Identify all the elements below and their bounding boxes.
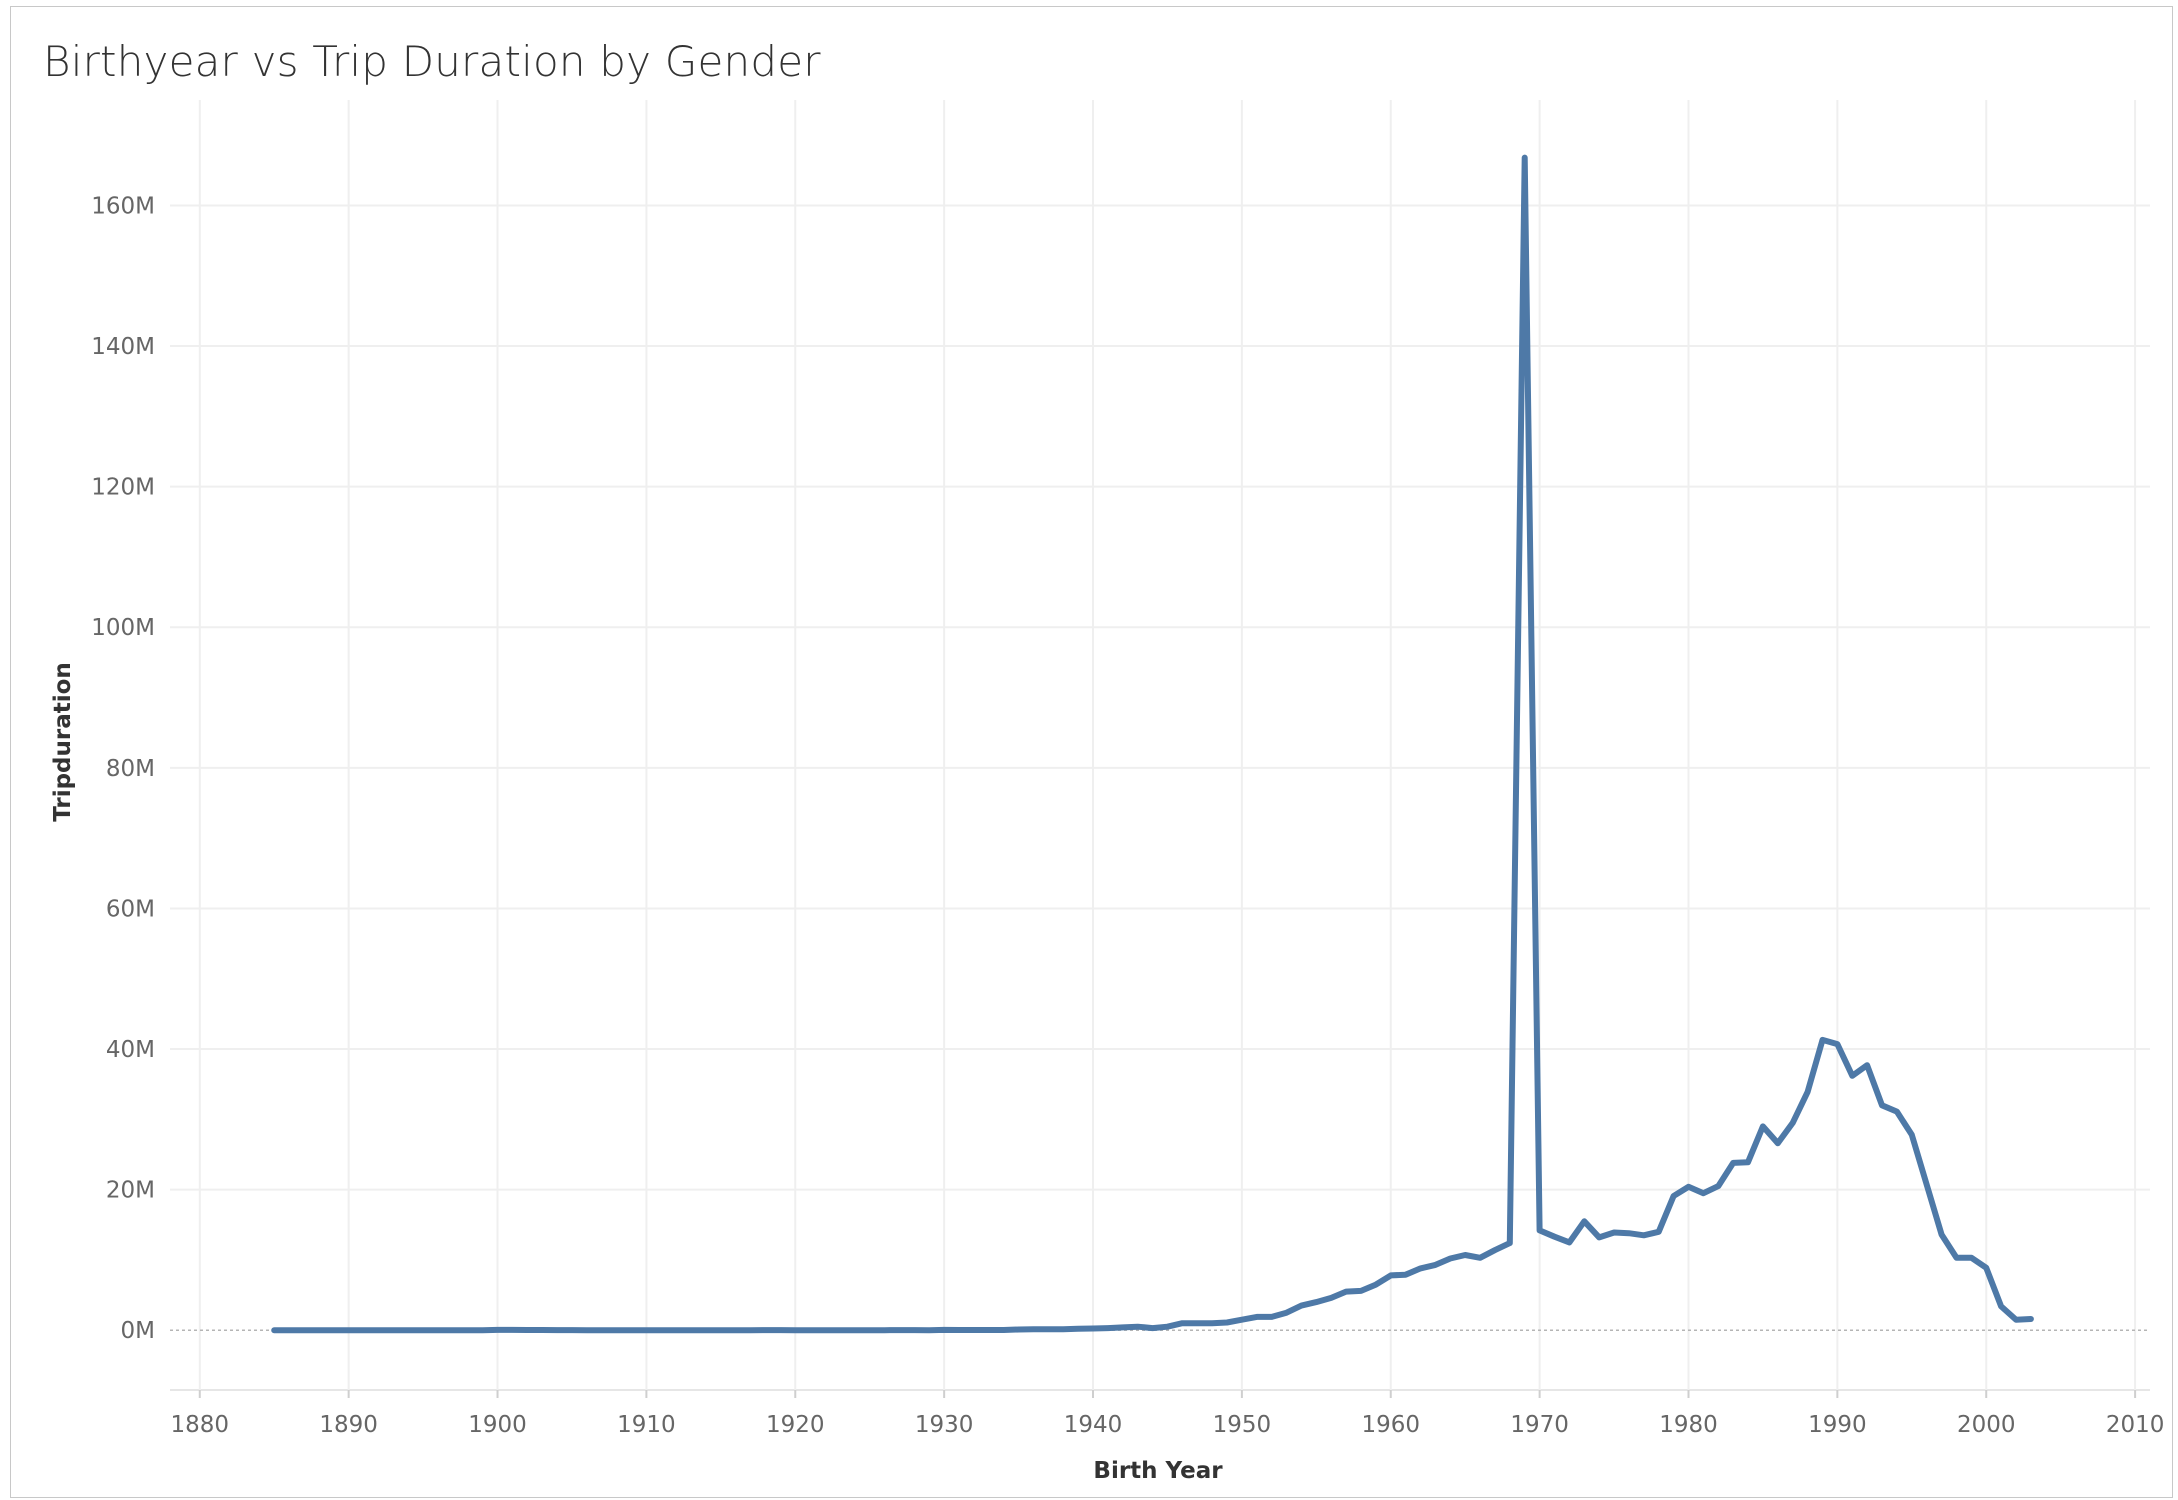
x-tick-label: 2010 xyxy=(2106,1412,2165,1438)
y-tick-label: 0M xyxy=(121,1318,155,1344)
y-axis-label: Tripduration xyxy=(50,662,76,822)
x-tick-label: 1890 xyxy=(319,1412,378,1438)
y-tick-label: 120M xyxy=(91,475,155,501)
x-axis-ticks: 1880 1890 1900 1910 1920 1930 1940 1950 1960 1970… xyxy=(171,1390,2165,1438)
y-tick-label: 100M xyxy=(91,615,155,641)
y-tick-label: 20M xyxy=(106,1178,155,1204)
x-tick-label: 1980 xyxy=(1659,1412,1718,1438)
x-tick-label: 1950 xyxy=(1213,1412,1272,1438)
y-tick-label: 80M xyxy=(106,756,155,782)
x-tick-label: 2000 xyxy=(1957,1412,2016,1438)
x-tick-label: 1960 xyxy=(1361,1412,1420,1438)
x-tick-label: 1990 xyxy=(1808,1412,1867,1438)
series-group xyxy=(271,154,2034,1334)
x-tick-label: 1880 xyxy=(171,1412,230,1438)
series-line xyxy=(271,154,2034,1334)
chart-title: Birthyear vs Trip Duration by Gender xyxy=(43,37,821,86)
y-tick-label: 140M xyxy=(91,334,155,360)
x-tick-label: 1930 xyxy=(915,1412,974,1438)
x-tick-label: 1920 xyxy=(766,1412,825,1438)
x-tick-label: 1900 xyxy=(468,1412,527,1438)
chart-frame: Birthyear vs Trip Duration by Gender xyxy=(10,6,2173,1498)
x-axis-label: Birth Year xyxy=(1093,1458,1223,1484)
x-tick-label: 1910 xyxy=(617,1412,676,1438)
x-tick-label: 1970 xyxy=(1510,1412,1569,1438)
y-axis-ticks: 0M 20M 40M 60M 80M 100M 120M 140M 160M xyxy=(91,193,155,1344)
y-tick-label: 40M xyxy=(106,1037,155,1063)
y-tick-label: 60M xyxy=(106,896,155,922)
x-tick-label: 1940 xyxy=(1064,1412,1123,1438)
gridlines xyxy=(170,100,2150,1391)
y-tick-label: 160M xyxy=(91,193,155,219)
